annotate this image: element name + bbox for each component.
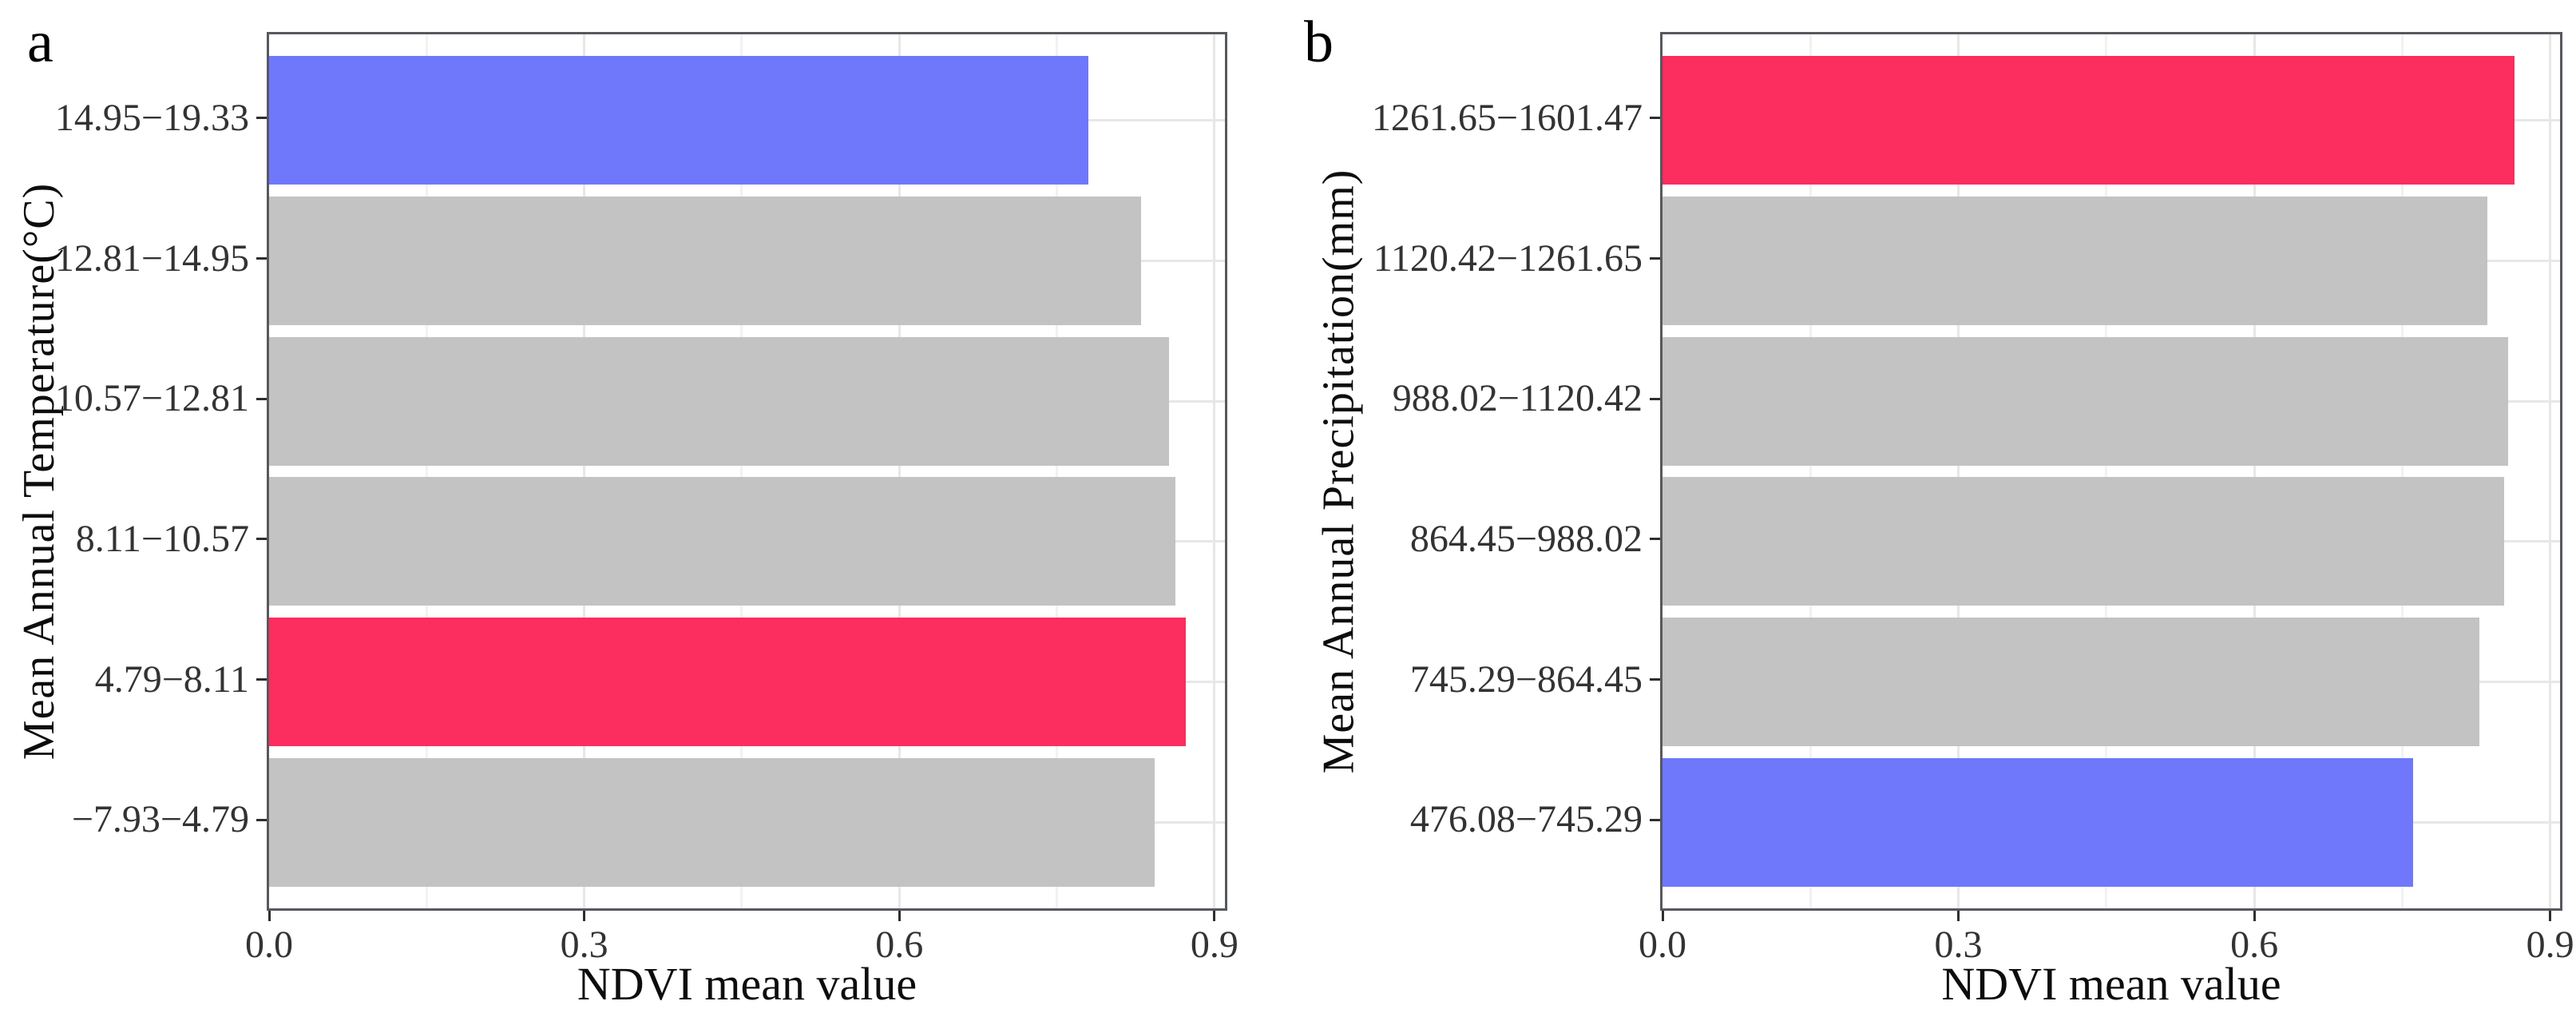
- y-axis-category-label: −7.93−4.79: [71, 798, 249, 841]
- plot-area-b: [1660, 32, 2562, 911]
- gridline-minor-vertical: [1809, 34, 1812, 908]
- x-axis-tick-label: 0.6: [875, 924, 924, 966]
- y-axis-tick-mark: [1650, 257, 1660, 260]
- y-axis-category-label: 988.02−1120.42: [1392, 377, 1643, 420]
- y-axis-category-label: 4.79−8.11: [94, 657, 249, 701]
- bar: [1663, 757, 2413, 887]
- gridline-major-vertical: [583, 34, 586, 908]
- y-axis-tick-mark: [256, 257, 267, 260]
- y-axis-tick-mark: [1650, 117, 1660, 120]
- gridline-minor-vertical: [1056, 34, 1059, 908]
- x-axis-tick-mark: [898, 911, 901, 921]
- panel-letter-b: b: [1304, 10, 1334, 75]
- y-axis-category-label: 12.81−14.95: [54, 236, 249, 280]
- x-axis-tick-mark: [1213, 911, 1216, 921]
- x-axis-tick-mark: [1661, 911, 1664, 921]
- bar: [269, 617, 1187, 747]
- plot-inner-a: [269, 34, 1225, 908]
- bar: [1663, 477, 2504, 606]
- plot-inner-b: [1663, 34, 2560, 908]
- gridline-major-vertical: [2253, 34, 2256, 908]
- y-axis-tick-mark: [256, 678, 267, 681]
- x-axis-tick-mark: [268, 911, 271, 921]
- x-axis-tick-mark: [2549, 911, 2552, 921]
- gridline-major-vertical: [1957, 34, 1960, 908]
- x-axis-tick-label: 0.0: [1639, 924, 1686, 966]
- y-axis-category-label: 745.29−864.45: [1409, 657, 1643, 701]
- panel-letter-a: a: [27, 10, 54, 75]
- x-axis-tick-mark: [2253, 911, 2256, 921]
- bar: [269, 196, 1141, 326]
- x-axis-tick-mark: [583, 911, 586, 921]
- x-axis-title-a: NDVI mean value: [577, 958, 917, 1010]
- gridline-minor-vertical: [740, 34, 743, 908]
- plot-area-a: [267, 32, 1227, 911]
- gridline-major-vertical: [898, 34, 901, 908]
- gridline-minor-vertical: [2105, 34, 2108, 908]
- x-axis-tick-label: 0.0: [245, 924, 293, 966]
- y-axis-title-precipitation: Mean Annual Precipitation(mm): [1314, 169, 1363, 774]
- x-axis-tick-label: 0.9: [1190, 924, 1238, 966]
- gridline-minor-vertical: [2400, 34, 2404, 908]
- y-axis-tick-mark: [1650, 538, 1660, 541]
- y-axis-category-label: 10.57−12.81: [54, 377, 249, 420]
- bar: [1663, 196, 2487, 326]
- y-axis-category-label: 14.95−19.33: [54, 96, 249, 139]
- chart-panel-a: a Mean Annual Temperature(°C) NDVI mean …: [14, 10, 1238, 1010]
- x-axis-tick-label: 0.3: [560, 924, 608, 966]
- bar: [269, 56, 1088, 185]
- y-axis-category-label: 1261.65−1601.47: [1371, 96, 1643, 139]
- gridline-major-vertical: [2549, 34, 2552, 908]
- bar: [269, 757, 1155, 887]
- y-axis-category-label: 8.11−10.57: [75, 517, 249, 560]
- gridline-minor-vertical: [425, 34, 428, 908]
- y-axis-tick-mark: [256, 397, 267, 400]
- x-axis-tick-label: 0.6: [2230, 924, 2279, 966]
- bar: [1663, 56, 2515, 185]
- bar: [1663, 336, 2508, 466]
- x-axis-tick-mark: [1957, 911, 1960, 921]
- y-axis-tick-mark: [1650, 818, 1660, 821]
- y-axis-tick-mark: [256, 117, 267, 120]
- y-axis-tick-mark: [1650, 678, 1660, 681]
- y-axis-tick-mark: [256, 538, 267, 541]
- x-axis-tick-label: 0.9: [2526, 924, 2574, 966]
- bar: [269, 336, 1170, 466]
- y-axis-tick-mark: [256, 818, 267, 821]
- bar: [1663, 617, 2479, 747]
- y-axis-title-temperature: Mean Annual Temperature(°C): [14, 182, 64, 761]
- bar: [269, 477, 1176, 606]
- x-axis-title-b: NDVI mean value: [1941, 958, 2281, 1010]
- gridline-major-vertical: [1213, 34, 1216, 908]
- y-axis-category-label: 864.45−988.02: [1409, 517, 1643, 560]
- chart-panel-b: b Mean Annual Precipitation(mm) NDVI mea…: [1288, 0, 2576, 1017]
- y-axis-category-label: 1120.42−1261.65: [1373, 236, 1643, 280]
- y-axis-tick-mark: [1650, 397, 1660, 400]
- y-axis-category-label: 476.08−745.29: [1409, 798, 1643, 841]
- x-axis-tick-label: 0.3: [1934, 924, 1983, 966]
